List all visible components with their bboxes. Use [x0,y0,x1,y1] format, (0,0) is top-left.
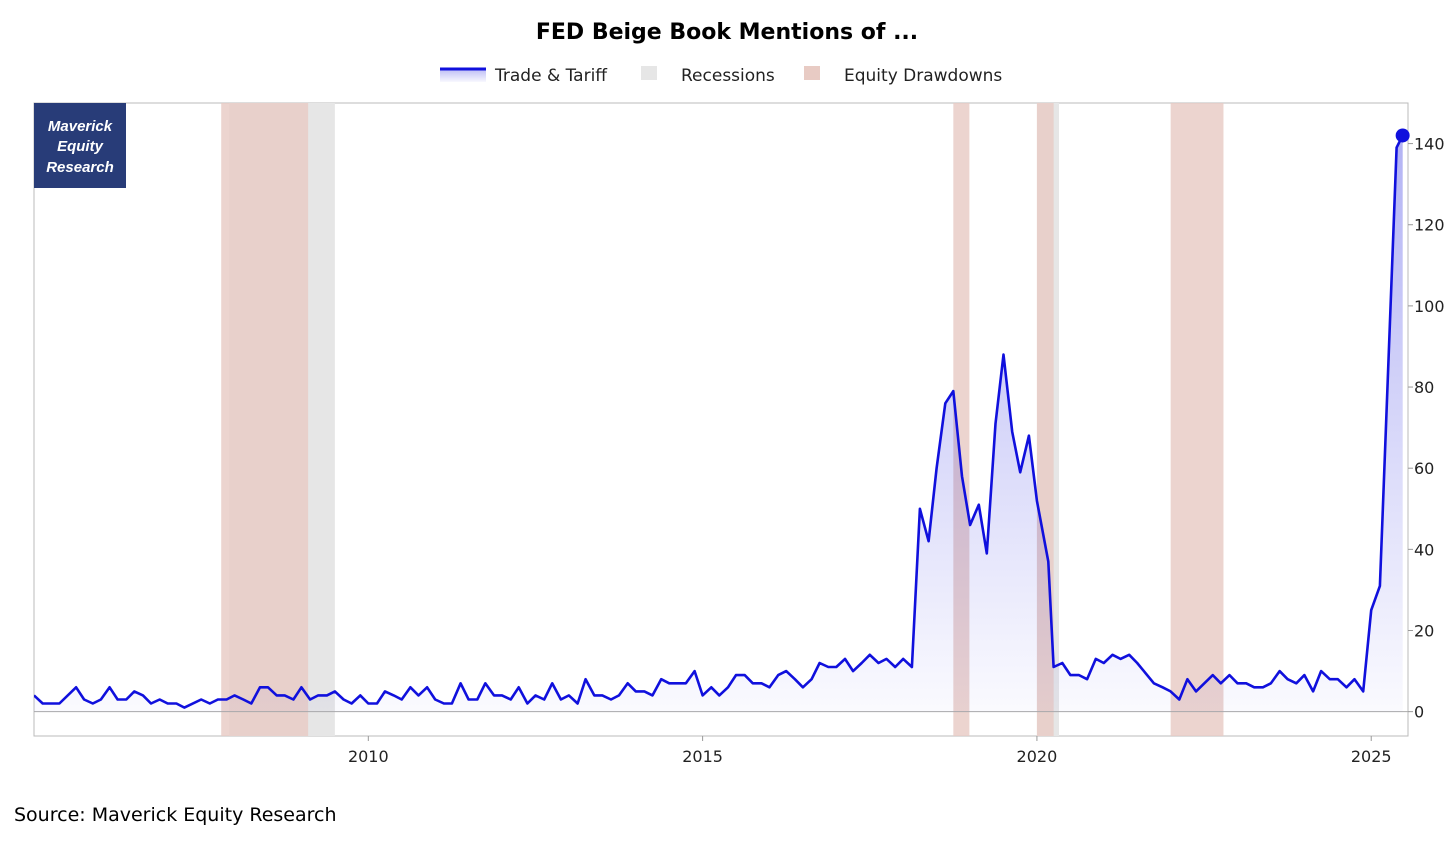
chart-title: FED Beige Book Mentions of ... [536,20,918,45]
x-tick-label-2025: 2025 [1351,747,1392,766]
y-tick-label-0: 0 [1414,703,1424,722]
drawdown-band-0 [221,103,309,736]
series-trade [34,134,1404,712]
legend-label-trade: Trade & Tariff [494,66,608,86]
legend-drawdowns-swatch [804,66,820,80]
legend-item-recessions: Recessions [641,66,775,86]
legend-item-trade: Trade & Tariff [440,66,608,86]
trade-end-marker [1395,128,1410,143]
logo-line-2: Equity [57,138,103,155]
legend-label-drawdowns: Equity Drawdowns [844,66,1002,86]
x-tick-label-2020: 2020 [1017,747,1058,766]
y-axis: 0 20 40 60 80 100 120 140 [1408,135,1445,722]
y-tick-label-80: 80 [1414,378,1434,397]
logo-line-3: Research [46,159,114,176]
logo: Maverick Equity Research [34,103,126,188]
y-tick-label-60: 60 [1414,459,1434,478]
legend-trade-swatch-fill [440,68,486,82]
logo-line-1: Maverick [48,118,113,135]
drawdown-band-3 [1170,103,1224,736]
legend-label-recessions: Recessions [681,66,775,86]
x-tick-label-2015: 2015 [682,747,723,766]
y-tick-label-40: 40 [1414,540,1434,559]
trade-line [34,134,1404,709]
y-tick-label-120: 120 [1414,216,1445,235]
logo-box [34,103,126,188]
y-tick-label-20: 20 [1414,622,1434,641]
legend: Trade & Tariff Recessions Equity Drawdow… [440,66,1002,86]
x-tick-label-2010: 2010 [348,747,389,766]
legend-recessions-swatch [641,66,657,80]
source-note: Source: Maverick Equity Research [14,804,337,826]
y-tick-label-140: 140 [1414,135,1445,154]
legend-item-drawdowns: Equity Drawdowns [804,66,1002,86]
y-tick-label-100: 100 [1414,297,1445,316]
x-axis: 2010 2015 2020 2025 [348,736,1392,766]
